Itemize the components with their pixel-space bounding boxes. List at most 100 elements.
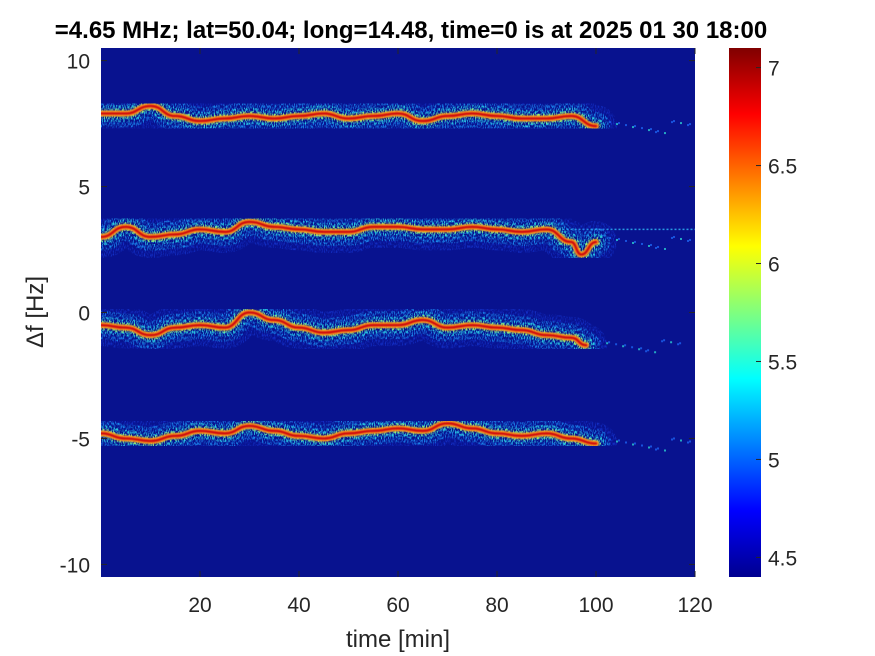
trace-speckle	[657, 130, 659, 133]
trace-speckle	[680, 439, 682, 442]
y-tick-label: -5	[71, 428, 90, 451]
trace-speckle	[655, 131, 657, 134]
colorbar-tick-label: 4.5	[768, 547, 797, 570]
trace-layer	[101, 84, 695, 465]
trace-speckle	[625, 124, 627, 127]
trace-speckle	[609, 121, 611, 124]
trace-speckle	[632, 241, 634, 244]
colorbar-axis: 4.5 5 5.5 6 6.5 7	[756, 58, 797, 570]
trace-speckle	[673, 235, 675, 238]
trace-speckle	[600, 235, 602, 238]
trace-speckle	[622, 345, 625, 348]
trace-speckle	[671, 438, 673, 441]
y-tick-label: -10	[60, 554, 90, 577]
x-axis: 20 40 60 80 100 120	[188, 48, 713, 617]
trace-speckle	[671, 121, 673, 124]
trace-speckle	[641, 444, 643, 447]
trace-speckle	[671, 236, 673, 239]
trace-band	[101, 220, 598, 256]
trace-speckle	[600, 120, 602, 123]
trace-speckle	[600, 437, 602, 440]
trace-speckle	[664, 247, 666, 250]
trace-speckle	[645, 350, 648, 353]
trace-speckle	[673, 437, 675, 440]
colorbar-tick-label: 6.5	[768, 156, 797, 179]
doppler-trace	[101, 291, 682, 367]
trace-speckle	[641, 242, 643, 245]
trace-speckle	[634, 442, 636, 445]
doppler-trace	[101, 200, 691, 276]
y-axis-label: Δf [Hz]	[22, 276, 49, 348]
trace-speckle	[632, 126, 634, 129]
y-tick-label: 5	[78, 177, 90, 200]
trace-speckle	[618, 237, 620, 240]
x-tick-label: 120	[677, 594, 712, 617]
trace-speckle	[657, 245, 659, 248]
trace-band	[101, 422, 598, 445]
doppler-trace	[101, 84, 691, 148]
x-tick-label: 80	[485, 594, 508, 617]
y-tick-label: 0	[78, 303, 90, 326]
trace-speckle	[654, 351, 657, 354]
x-tick-label: 100	[578, 594, 613, 617]
trace-speckle	[638, 348, 641, 351]
trace-band	[101, 104, 598, 128]
trace-speckle	[670, 341, 673, 344]
trace-speckle	[677, 343, 680, 346]
doppler-trace	[101, 402, 691, 465]
x-tick-label: 20	[188, 594, 211, 617]
trace-speckle	[616, 440, 618, 443]
trace-speckle	[647, 349, 650, 352]
trace-speckle	[608, 341, 611, 344]
trace-speckle	[680, 122, 682, 125]
trace-speckle	[625, 239, 627, 242]
trace-speckle	[689, 123, 691, 126]
trace-speckle	[687, 239, 689, 242]
trace-speckle	[673, 120, 675, 123]
trace-speckle	[687, 441, 689, 444]
trace-speckle	[689, 440, 691, 443]
trace-speckle	[650, 243, 652, 246]
chart-title: =4.65 MHz; lat=50.04; long=14.48, time=0…	[55, 17, 767, 44]
trace-speckle	[590, 339, 593, 342]
trace-speckle	[616, 123, 618, 126]
colorbar-tick-label: 5	[768, 449, 780, 472]
trace-speckle	[679, 342, 682, 345]
trace-speckle	[599, 340, 602, 343]
trace-speckle	[634, 240, 636, 243]
y-tick-label: 10	[67, 51, 90, 74]
trace-band	[101, 311, 588, 347]
trace-speckle	[640, 347, 643, 350]
trace-speckle	[664, 132, 666, 135]
colorbar-tick-label: 5.5	[768, 351, 797, 374]
colorbar-tick-label: 7	[768, 58, 780, 81]
trace-speckle	[632, 443, 634, 446]
trace-speckle	[634, 125, 636, 128]
trace-speckle	[689, 238, 691, 241]
trace-speckle	[650, 128, 652, 131]
trace-speckle	[657, 447, 659, 450]
trace-speckle	[655, 246, 657, 249]
trace-speckle	[680, 237, 682, 240]
trace-speckle	[624, 344, 627, 347]
trace-speckle	[625, 441, 627, 444]
colorbar-tick-label: 6	[768, 254, 780, 277]
x-axis-label: time [min]	[346, 626, 450, 653]
x-tick-label: 60	[386, 594, 409, 617]
trace-speckle	[687, 124, 689, 127]
x-tick-label: 40	[287, 594, 310, 617]
trace-speckle	[609, 438, 611, 441]
trace-speckle	[655, 448, 657, 451]
trace-speckle	[648, 244, 650, 247]
trace-speckle	[664, 449, 666, 452]
trace-speckle	[609, 236, 611, 239]
colorbar	[729, 48, 761, 577]
trace-speckle	[616, 238, 618, 241]
trace-speckle	[650, 445, 652, 448]
trace-speckle	[661, 340, 664, 343]
y-axis: -10 -5 0 5 10	[60, 51, 695, 577]
trace-speckle	[631, 346, 634, 349]
trace-speckle	[648, 446, 650, 449]
trace-speckle	[615, 343, 618, 346]
